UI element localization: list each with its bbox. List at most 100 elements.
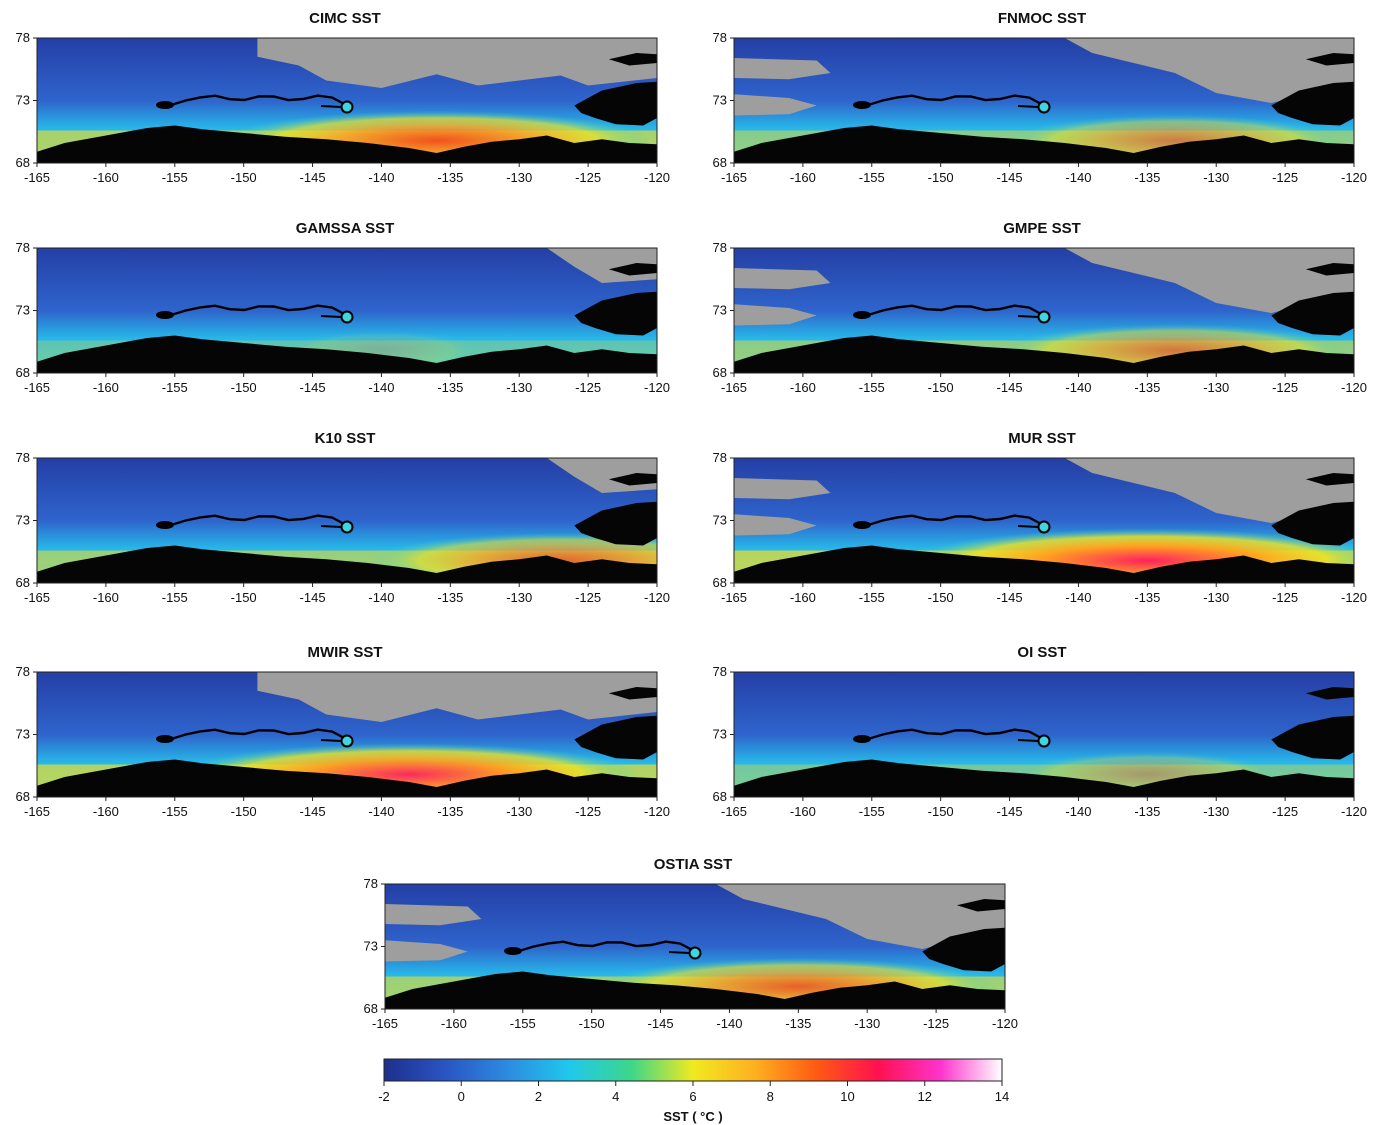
x-tick-label: -155 <box>859 590 885 605</box>
sst-map: 78 73 68-165 -160 -155 -150 -145 -140 -135 -130 -1… <box>713 30 1367 185</box>
sst-map: 78 73 68-165 -160 -155 -150 -145 -140 -135 -130 -1… <box>16 240 670 395</box>
sst-panel: K10 SST 78 73 68 -165 -160 -155 -150 -145 -140 -13… <box>0 420 690 625</box>
x-tick-label: -155 <box>162 590 188 605</box>
ice-mask <box>257 672 657 722</box>
x-tick-label: -155 <box>162 380 188 395</box>
island-banks <box>922 927 1005 972</box>
x-tick-label: -150 <box>928 380 954 395</box>
land-mask <box>37 125 657 163</box>
x-tick-label: -140 <box>1065 804 1091 819</box>
track-end-marker <box>1037 734 1051 748</box>
island-north <box>608 53 657 66</box>
track-end-dash <box>320 525 342 528</box>
x-tick-label: -155 <box>510 1016 536 1031</box>
x-tick-label: -155 <box>859 170 885 185</box>
y-tick-label: 78 <box>713 240 727 255</box>
track-end-marker <box>1037 310 1051 324</box>
ship-track <box>867 94 1045 107</box>
colorbar-tick-label: 10 <box>840 1089 854 1104</box>
x-tick-label: -160 <box>790 380 816 395</box>
sst-panel: OI SST 78 73 68 -165 -160 -155 -150 -145 -140 -135… <box>697 634 1382 839</box>
x-tick-label: -120 <box>1341 170 1367 185</box>
track-start-marker <box>156 735 174 743</box>
x-tick-label: -130 <box>1203 170 1229 185</box>
x-tick-label: -125 <box>1272 590 1298 605</box>
track-start-marker <box>504 947 522 955</box>
x-tick-label: -125 <box>575 170 601 185</box>
island-north <box>1305 687 1354 700</box>
x-tick-label: -165 <box>721 590 747 605</box>
island-north <box>608 687 657 700</box>
x-tick-label: -140 <box>368 804 394 819</box>
panel-title: CIMC SST <box>309 10 381 27</box>
sst-map: 78 73 68-165 -160 -155 -150 -145 -140 -135 -130 -1… <box>16 664 670 819</box>
track-start-marker <box>853 521 871 529</box>
x-tick-label: -135 <box>1134 804 1160 819</box>
x-tick-label: -140 <box>1065 590 1091 605</box>
x-tick-label: -145 <box>997 590 1023 605</box>
y-tick-label: 78 <box>16 664 30 679</box>
island-banks <box>1271 81 1354 126</box>
x-tick-label: -130 <box>1203 590 1229 605</box>
x-tick-label: -140 <box>368 170 394 185</box>
track-end-dash <box>1017 739 1039 742</box>
track-end-marker <box>340 734 354 748</box>
y-tick-label: 68 <box>16 575 30 590</box>
x-tick-label: -125 <box>1272 380 1298 395</box>
x-tick-label: -155 <box>162 804 188 819</box>
island-north <box>1305 473 1354 486</box>
y-tick-label: 68 <box>713 575 727 590</box>
y-tick-label: 73 <box>16 93 30 108</box>
track-start-marker <box>853 311 871 319</box>
island-north <box>1305 263 1354 276</box>
sst-colorbar: -2 0 2 4 6 8 10 12 14 SST ( °C ) <box>378 1058 1009 1124</box>
x-tick-label: -160 <box>93 804 119 819</box>
island-banks <box>1271 715 1354 760</box>
x-tick-label: -165 <box>24 170 50 185</box>
track-end-dash <box>1017 525 1039 528</box>
x-tick-label: -150 <box>231 170 257 185</box>
panel-title: GMPE SST <box>1003 220 1081 237</box>
sst-map: 78 73 68-165 -160 -155 -150 -145 -140 -135 -130 -1… <box>713 664 1367 819</box>
x-tick-label: -135 <box>785 1016 811 1031</box>
x-tick-label: -135 <box>1134 170 1160 185</box>
x-tick-label: -130 <box>854 1016 880 1031</box>
y-tick-label: 78 <box>16 30 30 45</box>
panel-title: OI SST <box>1017 644 1067 661</box>
x-tick-label: -165 <box>24 380 50 395</box>
y-tick-label: 73 <box>16 727 30 742</box>
x-tick-label: -160 <box>790 804 816 819</box>
x-tick-label: -150 <box>928 804 954 819</box>
track-end-dash <box>320 739 342 742</box>
x-tick-label: -120 <box>1341 804 1367 819</box>
sst-panel: GAMSSA SST 78 73 68 -165 -160 -155 -150 -145 -140… <box>0 210 690 415</box>
x-tick-label: -120 <box>1341 380 1367 395</box>
track-end-marker <box>1037 520 1051 534</box>
island-banks <box>574 501 657 546</box>
colorbar-tick-label: 2 <box>535 1089 542 1104</box>
ship-track <box>518 940 696 953</box>
y-tick-label: 68 <box>364 1001 378 1016</box>
colorbar-tick-label: 0 <box>458 1089 465 1104</box>
panel-title: OSTIA SST <box>653 856 733 873</box>
ice-mask <box>257 38 657 88</box>
x-tick-label: -160 <box>441 1016 467 1031</box>
ship-track <box>170 94 348 107</box>
sst-panel: OSTIA SST 78 73 68 -165 -160 -155 -150 -145 -140 -… <box>348 846 1038 1051</box>
x-tick-label: -145 <box>300 804 326 819</box>
x-tick-label: -150 <box>928 590 954 605</box>
x-tick-label: -130 <box>1203 380 1229 395</box>
x-tick-label: -165 <box>24 590 50 605</box>
ice-mask <box>734 304 817 326</box>
x-tick-label: -145 <box>997 804 1023 819</box>
panel-title: GAMSSA SST <box>295 220 395 237</box>
panel-title: K10 SST <box>314 430 376 447</box>
ice-mask <box>734 94 817 116</box>
y-tick-label: 73 <box>713 727 727 742</box>
x-tick-label: -160 <box>790 590 816 605</box>
x-tick-label: -150 <box>231 804 257 819</box>
x-tick-label: -125 <box>575 804 601 819</box>
y-tick-label: 68 <box>16 155 30 170</box>
x-tick-label: -140 <box>368 380 394 395</box>
x-tick-label: -120 <box>644 380 670 395</box>
